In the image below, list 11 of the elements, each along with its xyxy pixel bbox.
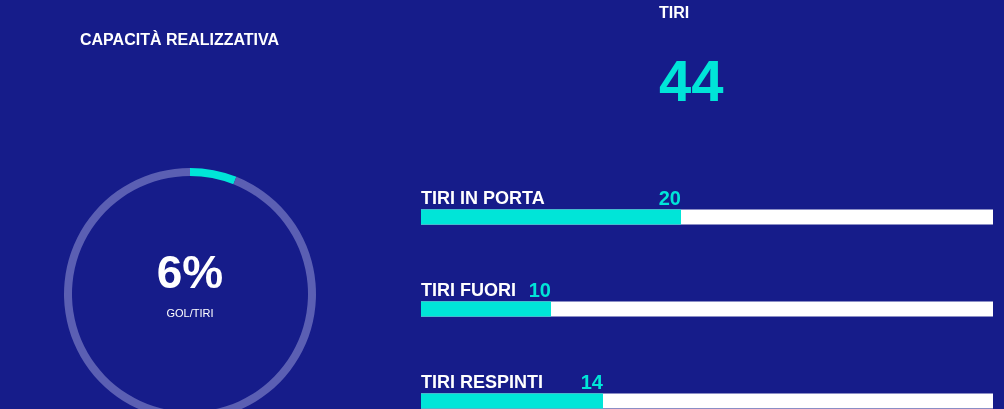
chart-title: CAPACITÀ REALIZZATIVA [80, 30, 280, 48]
chart-title: TIRI [659, 4, 690, 21]
y-tick-label: TIRI IN PORTA [421, 188, 545, 208]
text: 6% [156, 246, 224, 298]
chart-subtitle: 44 [659, 48, 724, 113]
y-tick-label: TIRI FUORI [421, 280, 516, 300]
data-label: 10 [528, 279, 551, 301]
y-tick-label: TIRI RESPINTI [421, 372, 544, 392]
text: GOL/TIRI [166, 307, 214, 319]
data-label: 14 [580, 371, 604, 393]
data-label: 20 [658, 187, 681, 209]
